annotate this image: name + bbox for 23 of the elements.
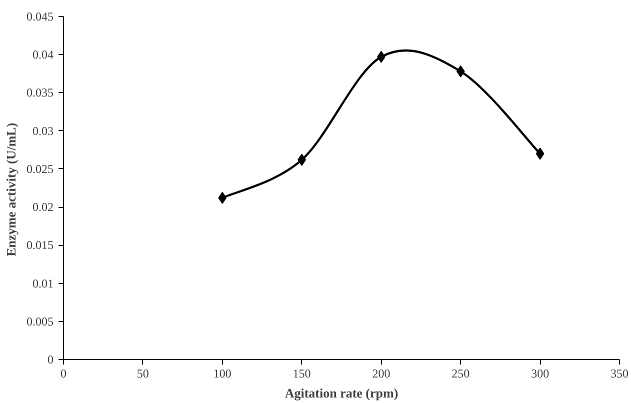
x-tick-label: 100 [213, 366, 232, 380]
y-tick-label: 0.045 [26, 10, 54, 24]
y-tick-label: 0.035 [26, 86, 54, 100]
y-tick-label: 0.03 [32, 124, 54, 138]
x-tick-label: 150 [292, 366, 311, 380]
x-tick-label: 350 [610, 366, 628, 380]
y-tick-label: 0.015 [26, 238, 54, 252]
x-tick-label: 50 [136, 366, 149, 380]
y-tick-label: 0.01 [32, 276, 54, 290]
y-tick-label: 0.02 [32, 200, 54, 214]
point [536, 148, 544, 160]
y-axis-title: Enzyme activity (U/mL) [4, 122, 18, 256]
point [218, 192, 227, 204]
y-tick-label: 0.025 [26, 162, 54, 176]
point [456, 65, 465, 78]
x-tick-label: 300 [531, 366, 550, 380]
y-tick-label: 0 [48, 352, 54, 366]
x-tick-label: 0 [60, 366, 66, 380]
y-tick-label: 0.04 [32, 48, 54, 62]
x-tick-label: 250 [452, 366, 470, 380]
x-tick-label: 200 [372, 366, 390, 380]
x-axis-title: Agitation rate (rpm) [284, 386, 398, 400]
y-tick-label: 0.005 [26, 314, 54, 328]
